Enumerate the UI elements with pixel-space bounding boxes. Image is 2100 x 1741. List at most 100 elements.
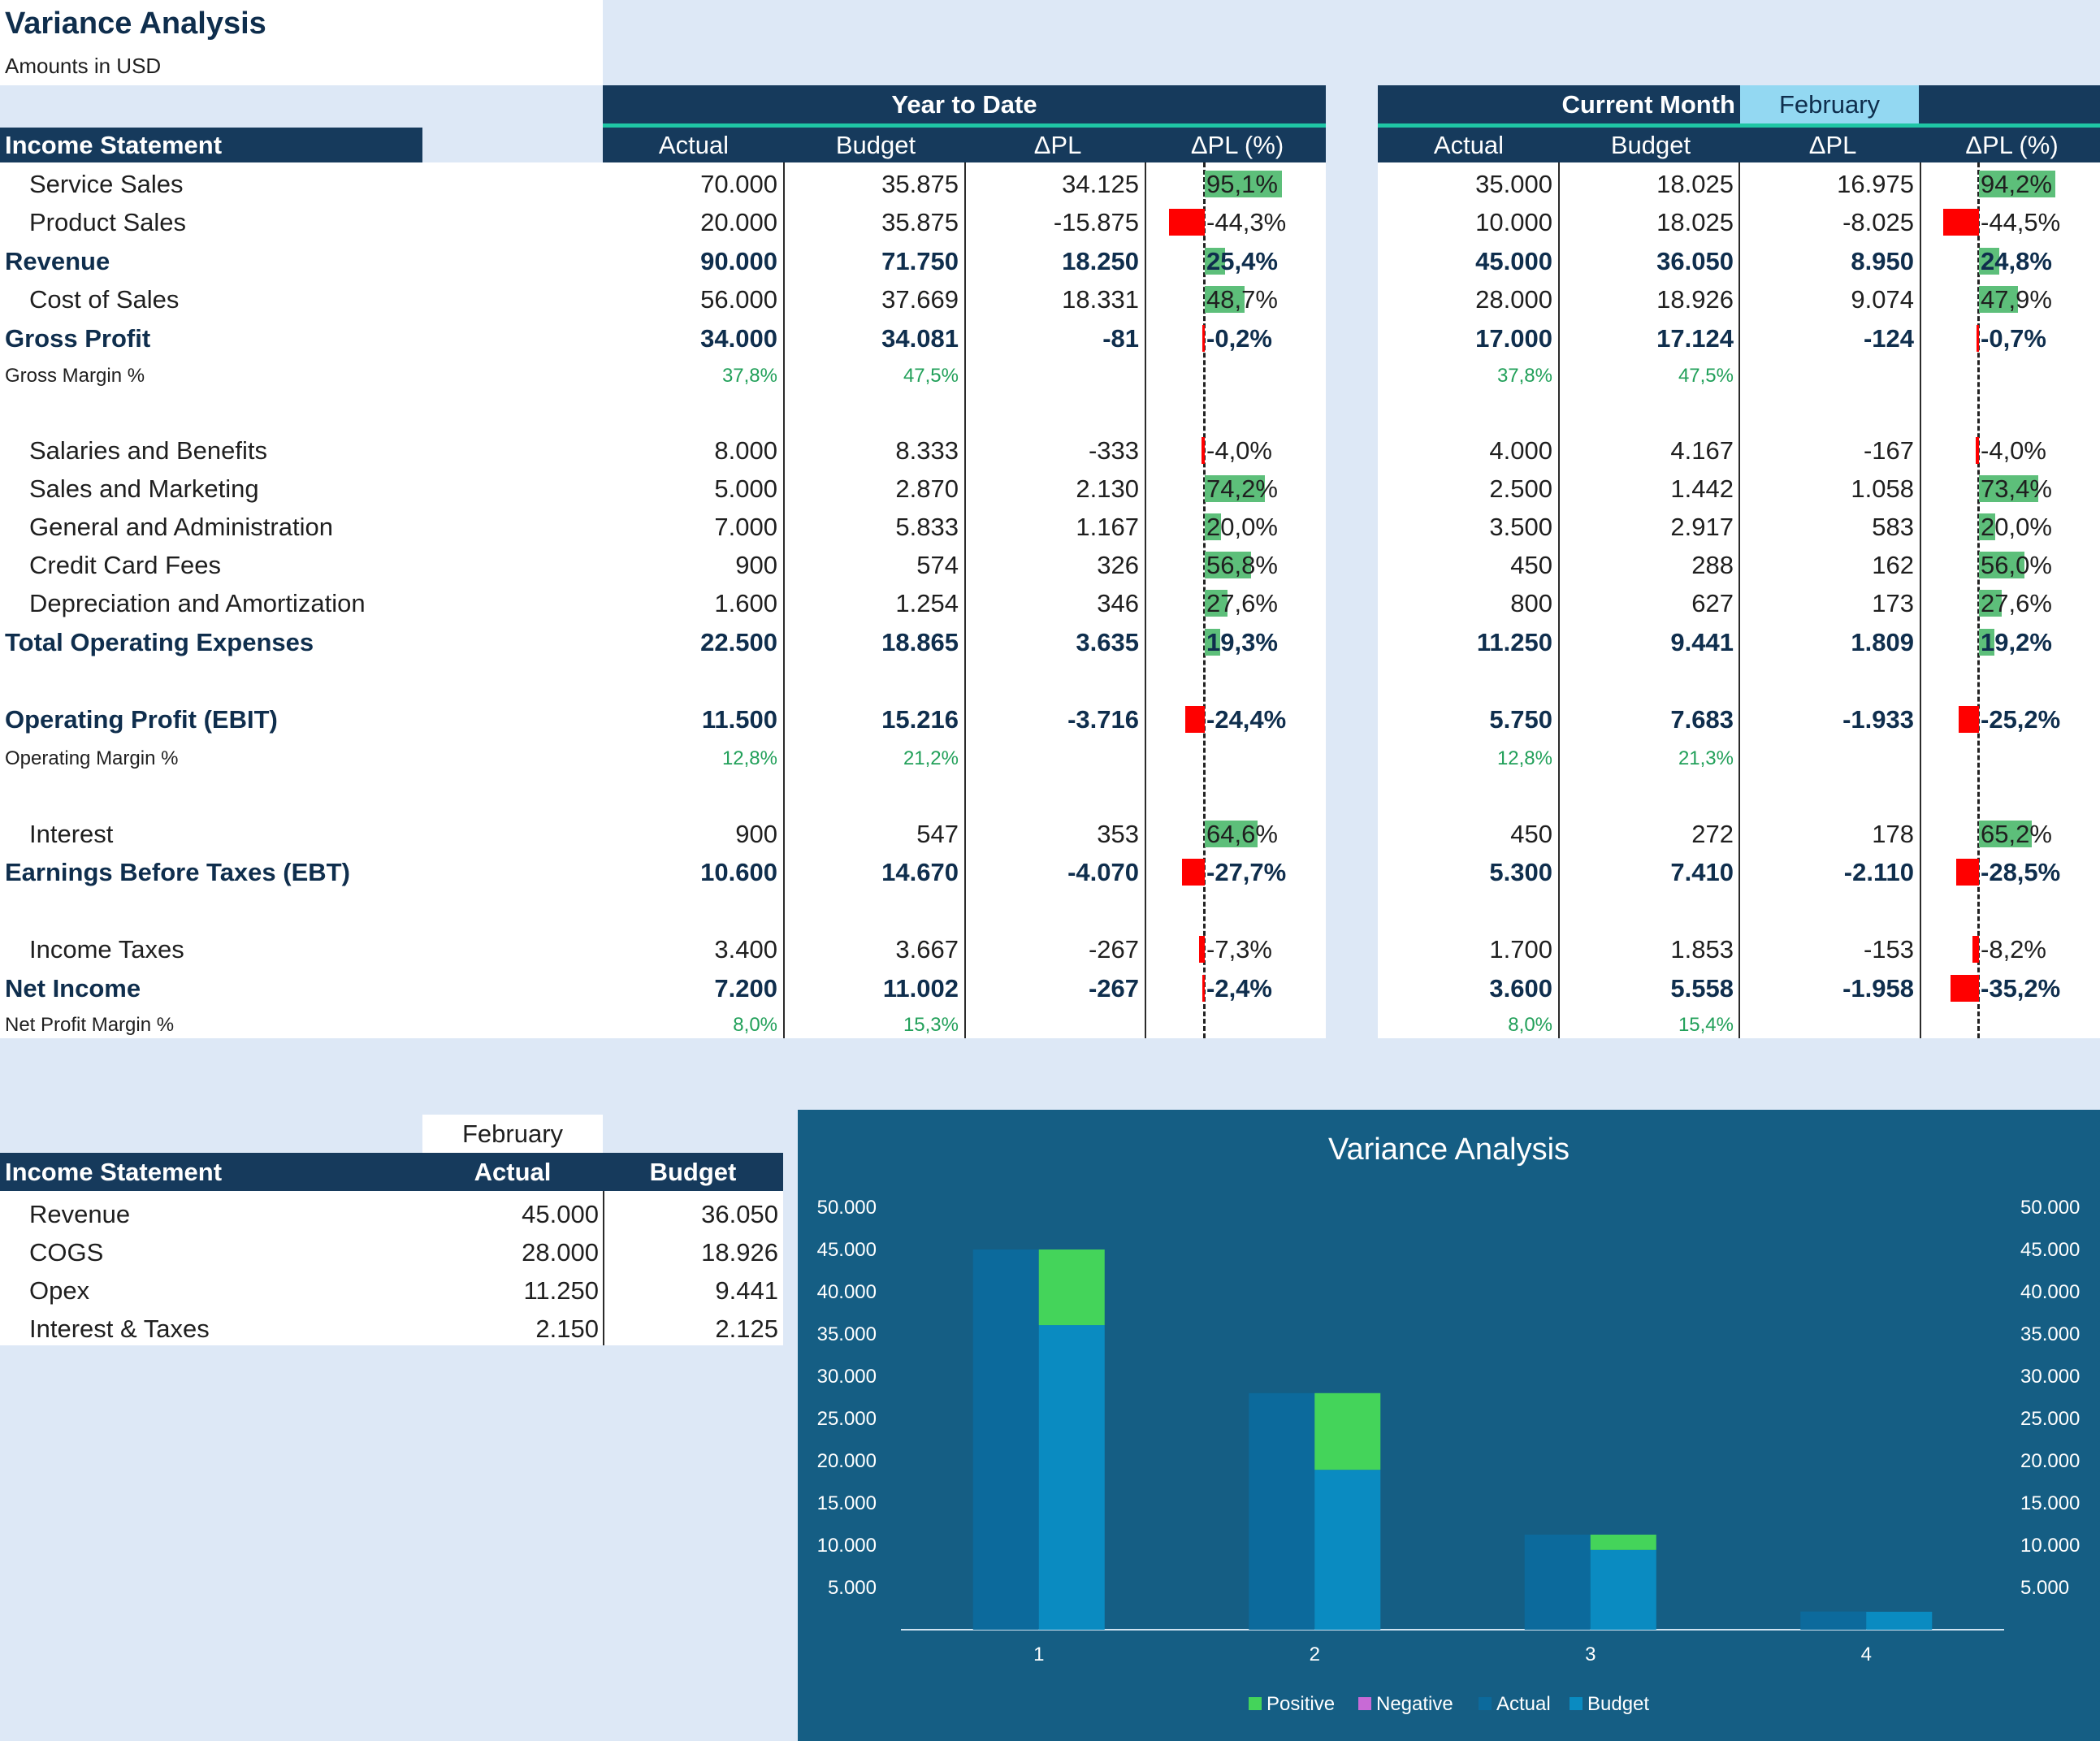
col-delta: ΔPL bbox=[1808, 130, 1857, 159]
ytd-value: 34.125 bbox=[1062, 170, 1139, 198]
ytd-value: 20.000 bbox=[700, 208, 777, 236]
ytd-value: -333 bbox=[1088, 436, 1139, 465]
legend-label: Positive bbox=[1266, 1693, 1335, 1715]
ytd-value: -267 bbox=[1088, 935, 1139, 964]
cm-margin-value: 47,5% bbox=[1678, 365, 1734, 387]
cm-value: -8.025 bbox=[1842, 208, 1914, 236]
row-label: Depreciation and Amortization bbox=[29, 589, 366, 617]
cm-value: 28.000 bbox=[1475, 285, 1552, 314]
ytd-value: 574 bbox=[916, 551, 959, 579]
variance-chart: Variance Analysis 5.000 5.000 10.000 10.000… bbox=[798, 1110, 2100, 1741]
cm-value: 45.000 bbox=[1475, 247, 1552, 275]
x-tick-label: 4 bbox=[1861, 1644, 1872, 1665]
cm-value: 1.700 bbox=[1489, 935, 1552, 964]
y-tick-label-right: 40.000 bbox=[2020, 1281, 2080, 1303]
row-label: Total Operating Expenses bbox=[5, 628, 314, 656]
cm-variance-bar-negative bbox=[1950, 975, 1979, 1002]
ytd-variance-bar-positive bbox=[1205, 513, 1221, 540]
ytd-value: 14.670 bbox=[881, 858, 959, 886]
cm-margin-value: 15,4% bbox=[1678, 1014, 1734, 1036]
ytd-value: 18.331 bbox=[1062, 285, 1139, 314]
cm-variance-pct: -4,0% bbox=[1981, 436, 2046, 465]
row-label: Income Taxes bbox=[29, 935, 184, 964]
cm-variance-pct: 65,2% bbox=[1981, 820, 2052, 848]
x-tick-label: 2 bbox=[1310, 1644, 1320, 1665]
cm-value: 162 bbox=[1872, 551, 1914, 579]
ytd-value: 3.667 bbox=[895, 935, 959, 964]
bar-budget bbox=[1590, 1549, 1656, 1630]
row-label: Gross Margin % bbox=[5, 365, 145, 387]
legend-swatch bbox=[1570, 1697, 1583, 1710]
legend-swatch bbox=[1249, 1697, 1262, 1710]
cm-value: 17.124 bbox=[1656, 324, 1734, 353]
cm-value: -153 bbox=[1863, 935, 1914, 964]
cm-value: 35.000 bbox=[1475, 170, 1552, 198]
ytd-variance-bar-positive bbox=[1205, 552, 1251, 578]
summary-col-actual: Actual bbox=[474, 1157, 552, 1186]
summary-month: February bbox=[461, 1119, 564, 1148]
cm-value: 9.441 bbox=[1670, 628, 1734, 656]
bar-budget bbox=[1314, 1470, 1381, 1630]
ytd-variance-pct: 74,2% bbox=[1206, 474, 1278, 503]
cm-value: 450 bbox=[1510, 820, 1552, 848]
income-statement-label-cell: Income Statement bbox=[0, 128, 422, 162]
ytd-value: 2.870 bbox=[895, 474, 959, 503]
cm-variance-pct: 27,6% bbox=[1981, 589, 2052, 617]
cm-variance-pct: 94,2% bbox=[1981, 170, 2052, 198]
ytd-value: 353 bbox=[1097, 820, 1139, 848]
cm-variance-pct: -28,5% bbox=[1981, 858, 2061, 886]
col-delta: ΔPL bbox=[1033, 130, 1082, 159]
cm-variance-bar-negative bbox=[1942, 209, 1979, 236]
cm-variance-pct: 73,4% bbox=[1981, 474, 2052, 503]
chart-title: Variance Analysis bbox=[1327, 1133, 1570, 1167]
bar-actual bbox=[1249, 1392, 1315, 1630]
cm-value: -1.933 bbox=[1842, 705, 1914, 734]
ytd-value: 90.000 bbox=[700, 247, 777, 275]
summary-budget: 2.125 bbox=[715, 1314, 778, 1343]
ytd-value: 900 bbox=[735, 820, 777, 848]
summary-actual: 11.250 bbox=[523, 1276, 599, 1305]
summary-body bbox=[0, 1191, 783, 1345]
ytd-margin-value: 15,3% bbox=[903, 1014, 959, 1036]
ytd-margin-value: 37,8% bbox=[721, 365, 777, 387]
row-label: Service Sales bbox=[29, 170, 184, 198]
cm-value: 36.050 bbox=[1656, 247, 1734, 275]
ytd-value: 2.130 bbox=[1076, 474, 1139, 503]
summary-header-row: Income Statement Actual Budget bbox=[0, 1153, 783, 1191]
row-label: Net Profit Margin % bbox=[5, 1014, 175, 1036]
cm-margin-value: 37,8% bbox=[1496, 365, 1552, 387]
col-budget: Budget bbox=[835, 130, 916, 159]
y-tick-label-left: 20.000 bbox=[817, 1450, 877, 1472]
ytd-value: -4.070 bbox=[1067, 858, 1139, 886]
cm-value: 800 bbox=[1510, 589, 1552, 617]
ytd-variance-pct: 19,3% bbox=[1206, 628, 1278, 656]
summary-budget: 9.441 bbox=[715, 1276, 778, 1305]
chart-plot: 5.000 5.000 10.000 10.000 15.000 15.000 20.000… bbox=[817, 1197, 2081, 1715]
cm-header: Current Month bbox=[1561, 89, 1735, 119]
row-label: Gross Profit bbox=[5, 324, 151, 353]
ytd-margin-value: 21,2% bbox=[903, 747, 959, 769]
cm-value: 11.250 bbox=[1476, 628, 1552, 656]
y-tick-label-right: 20.000 bbox=[2020, 1450, 2080, 1472]
y-tick-label-left: 5.000 bbox=[828, 1577, 877, 1599]
cm-margin-value: 12,8% bbox=[1496, 747, 1552, 769]
ytd-variance-pct: -44,3% bbox=[1206, 208, 1287, 236]
cm-variance-bar-positive bbox=[1979, 821, 2033, 847]
bar-positive bbox=[1590, 1535, 1656, 1550]
ytd-value: -81 bbox=[1102, 324, 1139, 353]
separator bbox=[1920, 162, 1921, 1038]
ytd-value: 346 bbox=[1097, 589, 1139, 617]
ytd-col-header-row: Actual Budget ΔPL ΔPL (%) bbox=[603, 128, 1326, 162]
ytd-header-underline bbox=[603, 123, 1326, 128]
cm-variance-pct: -25,2% bbox=[1981, 705, 2061, 734]
separator bbox=[1145, 162, 1146, 1038]
ytd-variance-pct: -4,0% bbox=[1206, 436, 1272, 465]
ytd-margin-value: 8,0% bbox=[733, 1014, 777, 1036]
cm-value: 178 bbox=[1872, 820, 1914, 848]
month-selector[interactable]: February bbox=[1740, 85, 1919, 123]
row-label: Cost of Sales bbox=[29, 285, 180, 314]
bar-actual bbox=[1800, 1611, 1867, 1630]
cm-margin-value: 8,0% bbox=[1508, 1014, 1552, 1036]
cm-variance-bar-negative bbox=[1976, 437, 1979, 464]
ytd-value: -3.716 bbox=[1067, 705, 1139, 734]
